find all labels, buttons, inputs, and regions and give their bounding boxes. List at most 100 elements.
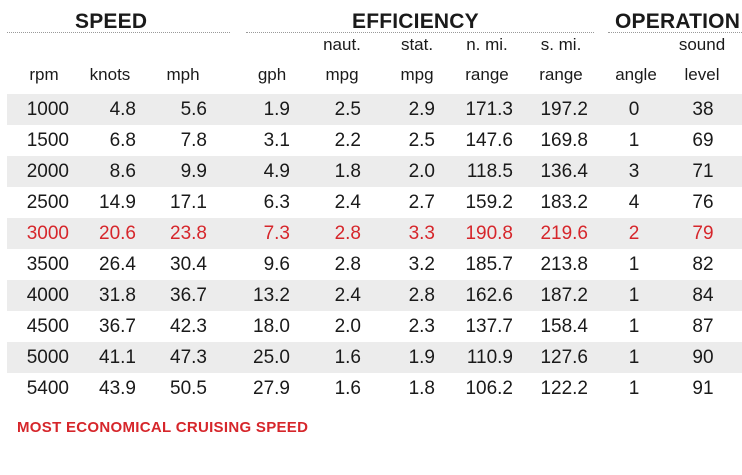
- cell-rpm: 1000: [26, 99, 69, 120]
- operation-group-rule: [608, 32, 742, 33]
- cell-stat-mpg: 1.8: [408, 378, 435, 399]
- cell-stat-mpg: 2.8: [408, 285, 435, 306]
- cell-nmi-range: 162.6: [465, 285, 513, 306]
- cell-gph: 13.2: [253, 285, 290, 306]
- cell-naut-mpg: 2.5: [334, 99, 361, 120]
- table-row: 1000 4.8 5.6 1.9 2.5 2.9 171.3 197.2 0 3…: [7, 94, 742, 125]
- cell-knots: 31.8: [99, 285, 136, 306]
- cell-angle: 1: [628, 254, 640, 275]
- cell-knots: 4.8: [109, 99, 136, 120]
- cell-knots: 20.6: [99, 223, 136, 244]
- cell-angle: 1: [628, 347, 640, 368]
- cell-smi-range: 183.2: [540, 192, 588, 213]
- cell-nmi-range: 190.8: [465, 223, 513, 244]
- cell-naut-mpg: 1.6: [334, 378, 361, 399]
- cell-sound-level: 79: [692, 223, 714, 244]
- header-mph: mph: [166, 65, 200, 84]
- cell-stat-mpg: 2.3: [408, 316, 435, 337]
- cell-smi-range: 213.8: [540, 254, 588, 275]
- cell-rpm: 5400: [26, 378, 69, 399]
- cell-angle: 1: [628, 378, 640, 399]
- cell-stat-mpg: 2.7: [408, 192, 435, 213]
- cell-stat-mpg: 2.0: [408, 161, 435, 182]
- cell-smi-range: 122.2: [540, 378, 588, 399]
- header-rpm: rpm: [29, 65, 59, 84]
- cell-gph: 3.1: [263, 130, 290, 151]
- cell-mph: 47.3: [170, 347, 207, 368]
- cell-smi-range: 127.6: [540, 347, 588, 368]
- cell-sound-level: 91: [692, 378, 714, 399]
- table-row: 1500 6.8 7.8 3.1 2.2 2.5 147.6 169.8 1 6…: [7, 125, 742, 156]
- cell-gph: 27.9: [253, 378, 290, 399]
- cell-nmi-range: 171.3: [465, 99, 513, 120]
- speed-group-title: SPEED: [75, 10, 148, 33]
- cell-sound-level: 84: [692, 285, 714, 306]
- cell-sound-level: 71: [692, 161, 714, 182]
- operation-group-title: OPERATION: [615, 10, 741, 33]
- cell-angle: 2: [628, 223, 640, 244]
- cell-gph: 1.9: [263, 99, 290, 120]
- cell-nmi-range: 147.6: [465, 130, 513, 151]
- cell-stat-mpg: 1.9: [408, 347, 435, 368]
- cell-knots: 8.6: [109, 161, 136, 182]
- cell-nmi-range: 110.9: [466, 347, 513, 368]
- cell-gph: 4.9: [263, 161, 290, 182]
- header-sound-level-top: sound: [678, 35, 726, 54]
- header-nmi-range: range: [465, 65, 509, 84]
- cell-naut-mpg: 2.0: [334, 316, 361, 337]
- cell-smi-range: 169.8: [540, 130, 588, 151]
- cell-angle: 1: [628, 130, 640, 151]
- cell-rpm: 4500: [26, 316, 69, 337]
- cell-knots: 41.1: [99, 347, 136, 368]
- efficiency-group-rule: [246, 32, 594, 33]
- table-row-highlighted: 3000 20.6 23.8 7.3 2.8 3.3 190.8 219.6 2…: [7, 218, 742, 249]
- cell-naut-mpg: 2.4: [334, 192, 361, 213]
- cell-rpm: 5000: [26, 347, 69, 368]
- cell-mph: 17.1: [170, 192, 207, 213]
- cell-mph: 9.9: [180, 161, 207, 182]
- cell-naut-mpg: 2.8: [334, 254, 361, 275]
- cell-gph: 18.0: [253, 316, 290, 337]
- cell-mph: 7.8: [180, 130, 207, 151]
- cell-knots: 26.4: [99, 254, 136, 275]
- header-sound-level: level: [684, 65, 720, 84]
- cell-smi-range: 219.6: [540, 223, 588, 244]
- cell-mph: 30.4: [170, 254, 207, 275]
- header-knots: knots: [89, 65, 131, 84]
- cell-rpm: 4000: [26, 285, 69, 306]
- speed-group-rule: [7, 32, 230, 33]
- cell-rpm: 2500: [26, 192, 69, 213]
- cell-sound-level: 76: [692, 192, 714, 213]
- cell-naut-mpg: 2.4: [334, 285, 361, 306]
- cell-stat-mpg: 2.9: [408, 99, 435, 120]
- table-row: 2000 8.6 9.9 4.9 1.8 2.0 118.5 136.4 3 7…: [7, 156, 742, 187]
- cell-nmi-range: 137.7: [465, 316, 513, 337]
- cell-nmi-range: 118.5: [466, 161, 513, 182]
- cell-knots: 43.9: [99, 378, 136, 399]
- header-angle: angle: [615, 65, 657, 84]
- cell-stat-mpg: 3.2: [408, 254, 435, 275]
- cell-mph: 23.8: [170, 223, 207, 244]
- header-nmi-range-top: n. mi.: [466, 35, 508, 54]
- cell-angle: 1: [628, 316, 640, 337]
- cell-gph: 7.3: [263, 223, 290, 244]
- cell-sound-level: 87: [692, 316, 714, 337]
- cell-nmi-range: 185.7: [465, 254, 513, 275]
- cell-angle: 0: [628, 99, 640, 120]
- header-stat-mpg: mpg: [400, 65, 434, 84]
- cell-nmi-range: 106.2: [465, 378, 513, 399]
- cell-rpm: 2000: [26, 161, 69, 182]
- cell-gph: 9.6: [263, 254, 290, 275]
- cell-rpm: 3000: [26, 223, 69, 244]
- cell-nmi-range: 159.2: [465, 192, 513, 213]
- header-naut-mpg-top: naut.: [323, 35, 361, 54]
- cell-stat-mpg: 2.5: [408, 130, 435, 151]
- cell-angle: 1: [628, 285, 640, 306]
- cell-gph: 25.0: [253, 347, 290, 368]
- cell-smi-range: 136.4: [540, 161, 588, 182]
- cell-knots: 36.7: [99, 316, 136, 337]
- cell-smi-range: 158.4: [540, 316, 588, 337]
- cell-sound-level: 82: [692, 254, 714, 275]
- cell-sound-level: 90: [692, 347, 714, 368]
- cell-smi-range: 197.2: [540, 99, 588, 120]
